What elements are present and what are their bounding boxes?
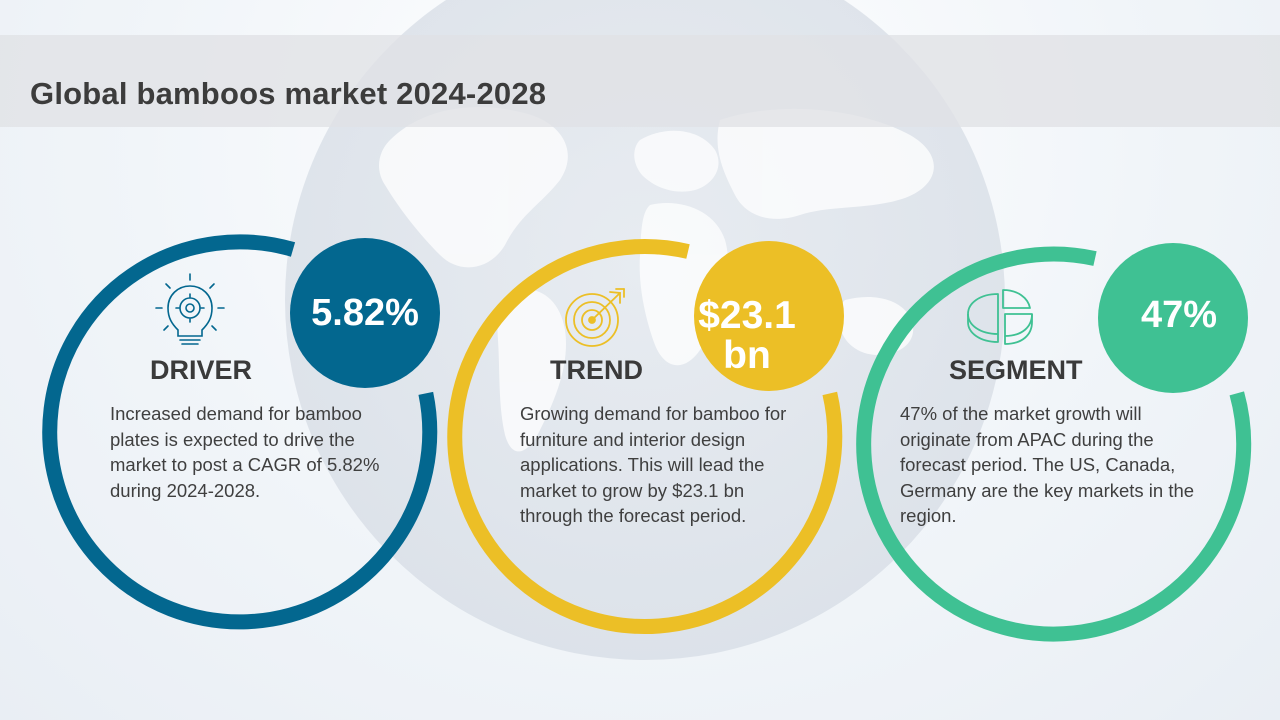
title-band: [0, 35, 1280, 127]
trend-description: Growing demand for bamboo for furniture …: [520, 403, 787, 526]
trend-label: TREND: [550, 355, 643, 385]
trend-metric-line1: $23.1: [698, 294, 796, 337]
driver-metric-circle: [290, 238, 440, 388]
trend-metric-circle: [694, 241, 844, 391]
target-arrow-icon: [565, 288, 625, 347]
segment-metric-circle: [1098, 243, 1248, 393]
driver-label: DRIVER: [150, 355, 253, 385]
segment-label: SEGMENT: [949, 355, 1083, 385]
trend-ring: [447, 239, 843, 635]
segment-description: 47% of the market growth will originate …: [900, 403, 1195, 526]
pie-chart-icon: [967, 289, 1033, 345]
trend-metric-line2: bn: [723, 334, 771, 377]
segment-metric-value: 47%: [1140, 294, 1218, 336]
trend-metric-value: $23.1 bn: [692, 296, 802, 376]
driver-ring: [42, 234, 438, 630]
segment-ring: [856, 246, 1252, 642]
page-title: Global bamboos market 2024-2028: [30, 76, 547, 111]
lightbulb-gear-icon: [155, 273, 225, 345]
driver-metric-value: 5.82%: [311, 292, 419, 334]
driver-description: Increased demand for bamboo plates is ex…: [110, 403, 380, 501]
